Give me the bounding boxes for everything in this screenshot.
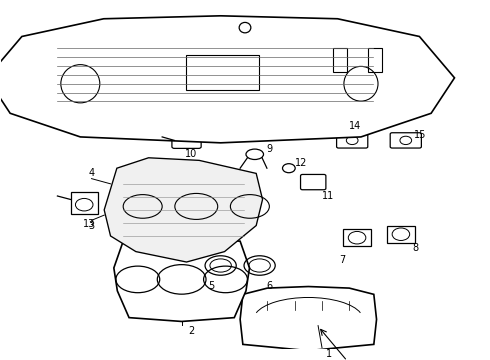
Bar — [387, 225, 415, 243]
Text: 10: 10 — [185, 149, 197, 159]
PathPatch shape — [104, 158, 263, 262]
Text: 11: 11 — [322, 191, 334, 201]
Bar — [71, 192, 98, 214]
Text: 9: 9 — [266, 144, 272, 154]
Text: 1: 1 — [326, 349, 332, 359]
Bar — [186, 55, 259, 90]
Text: 12: 12 — [295, 158, 307, 168]
PathPatch shape — [114, 237, 249, 321]
Text: 6: 6 — [266, 282, 272, 291]
Text: 15: 15 — [414, 130, 427, 140]
Text: 14: 14 — [348, 121, 361, 131]
Text: 7: 7 — [339, 255, 345, 265]
Bar — [333, 48, 347, 72]
PathPatch shape — [0, 16, 455, 143]
Bar — [368, 48, 382, 72]
Bar — [343, 229, 371, 246]
Text: 8: 8 — [413, 243, 418, 253]
Text: 5: 5 — [208, 282, 214, 291]
Text: 3: 3 — [89, 221, 95, 230]
Text: 2: 2 — [188, 326, 195, 336]
Text: 13: 13 — [83, 219, 95, 229]
Text: 4: 4 — [89, 168, 95, 179]
